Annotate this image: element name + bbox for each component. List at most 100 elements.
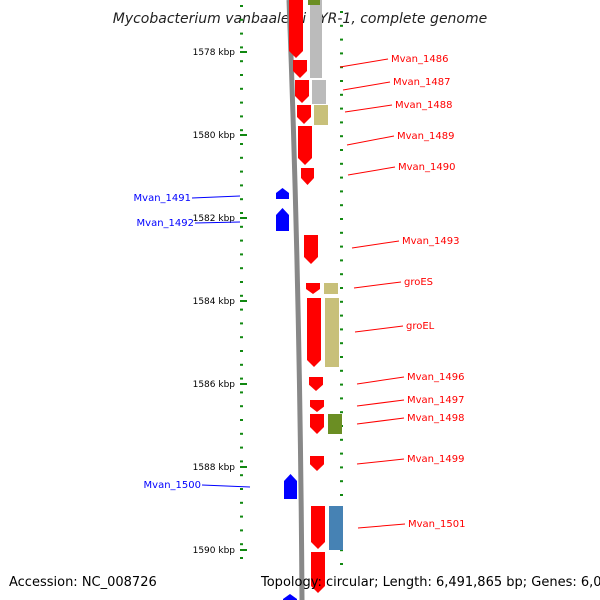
gene-Mvan_1498[interactable] xyxy=(310,414,324,434)
gene-label[interactable]: Mvan_1493 xyxy=(351,236,459,249)
gene-groES[interactable] xyxy=(306,283,320,294)
gene-arrow-forward[interactable] xyxy=(293,60,307,78)
gene-label[interactable]: groEL xyxy=(354,321,435,333)
gene-arrow-forward[interactable] xyxy=(309,377,323,391)
gene-Mvan_1488[interactable] xyxy=(295,80,309,103)
tick-mark xyxy=(340,342,343,345)
gene-Mvan_1491[interactable] xyxy=(276,188,289,199)
tick-mark xyxy=(340,204,343,207)
gene-label[interactable]: Mvan_1501 xyxy=(357,519,465,530)
gene-label[interactable]: Mvan_1489 xyxy=(346,131,454,146)
gene-arrow-forward[interactable] xyxy=(307,298,321,367)
gene-label-text[interactable]: Mvan_1499 xyxy=(407,454,464,465)
tick-mark xyxy=(240,129,243,132)
tick-mark xyxy=(240,60,243,63)
tick-mark xyxy=(340,563,343,565)
gene-arrow-forward[interactable] xyxy=(310,456,324,471)
tick-mark xyxy=(340,466,343,469)
gene-label[interactable]: Mvan_1498 xyxy=(356,413,464,425)
gene-Mvan_1496[interactable] xyxy=(309,377,323,391)
gene-label-text[interactable]: Mvan_1496 xyxy=(407,372,464,383)
gene-label[interactable]: Mvan_1491 xyxy=(134,193,241,204)
gene-arrow-forward[interactable] xyxy=(298,126,312,165)
gene-label[interactable]: Mvan_1488 xyxy=(344,100,452,113)
gene-label[interactable]: Mvan_1496 xyxy=(356,372,464,385)
tick-mark xyxy=(240,198,243,201)
gene-label-text[interactable]: groES xyxy=(404,277,433,288)
gene-label-text[interactable]: groEL xyxy=(406,321,435,332)
gene-label[interactable]: Mvan_1492 xyxy=(137,218,241,229)
label-leader-line xyxy=(356,417,405,425)
gene-arrow-forward[interactable] xyxy=(310,414,324,434)
kbp-label: 1582 kbp xyxy=(193,214,236,224)
label-leader-line xyxy=(344,104,393,113)
gene-Mvan_1489[interactable] xyxy=(297,105,311,124)
tick-mark xyxy=(240,336,243,339)
gene-label-text[interactable]: Mvan_1491 xyxy=(134,193,191,204)
label-leader-line xyxy=(357,523,406,529)
tick-mark xyxy=(340,259,343,262)
gene-label-text[interactable]: Mvan_1490 xyxy=(398,162,455,173)
gene-Mvan_1501[interactable] xyxy=(311,506,325,549)
tick-mark xyxy=(340,438,343,441)
gene-label-text[interactable]: Mvan_1500 xyxy=(144,480,201,491)
topology-text: Topology: circular; Length: 6,491,865 bp… xyxy=(260,575,600,590)
gene-groEL[interactable] xyxy=(307,298,321,367)
gene-label[interactable]: Mvan_1487 xyxy=(342,77,450,91)
gene-label-text[interactable]: Mvan_1498 xyxy=(407,413,464,424)
tick-mark xyxy=(240,87,243,90)
gene-arrow-forward[interactable] xyxy=(289,0,303,58)
gene-arrow-reverse[interactable] xyxy=(284,474,297,499)
tick-mark xyxy=(240,308,243,311)
tick-mark xyxy=(340,107,343,110)
gene-label-text[interactable]: Mvan_1497 xyxy=(407,395,464,406)
gene-Mvan_1499[interactable] xyxy=(310,456,324,471)
tick-mark xyxy=(340,162,343,165)
gene-arrow-reverse[interactable] xyxy=(276,208,289,231)
gene-label-text[interactable]: Mvan_1492 xyxy=(137,218,194,229)
gene-label[interactable]: Mvan_1497 xyxy=(356,395,464,407)
gene-label-text[interactable]: Mvan_1493 xyxy=(402,236,459,247)
tick-mark xyxy=(240,143,243,145)
tick-mark xyxy=(240,239,243,242)
gene-arrow-forward[interactable] xyxy=(301,168,314,185)
gene-label[interactable]: Mvan_1486 xyxy=(339,54,448,68)
gene-label-text[interactable]: Mvan_1488 xyxy=(395,100,452,111)
gene-label[interactable]: Mvan_1499 xyxy=(356,454,464,465)
gene-arrow-forward[interactable] xyxy=(306,283,320,294)
similarity-band xyxy=(325,298,339,367)
gene-label[interactable]: groES xyxy=(353,277,433,289)
gene-arrow-forward[interactable] xyxy=(311,552,325,593)
tick-mark xyxy=(240,253,243,256)
gene-Mvan_1486[interactable] xyxy=(289,0,303,58)
gene-Mvan_1487[interactable] xyxy=(293,60,307,78)
similarity-band xyxy=(328,414,342,434)
gene-label-text[interactable]: Mvan_1487 xyxy=(393,77,450,88)
gene-label[interactable]: Mvan_1500 xyxy=(144,480,251,491)
gene-label[interactable]: Mvan_1490 xyxy=(347,162,455,176)
gene-arrow-forward[interactable] xyxy=(295,80,309,103)
gene-Mvan_1493[interactable] xyxy=(304,235,318,264)
kbp-tick xyxy=(240,51,247,53)
tick-mark xyxy=(340,218,343,220)
ruler-label: 1590 kbp xyxy=(193,546,247,556)
gene-arrow-forward[interactable] xyxy=(297,105,311,124)
gene-label-text[interactable]: Mvan_1486 xyxy=(391,54,448,65)
gene-label-text[interactable]: Mvan_1501 xyxy=(408,519,465,530)
gene-Mvan_1497[interactable] xyxy=(310,400,324,412)
tick-mark xyxy=(340,273,343,276)
gene-arrow-reverse[interactable] xyxy=(276,188,289,199)
gene-Mvan_1500[interactable] xyxy=(284,474,297,499)
gene-arrow-reverse[interactable] xyxy=(283,594,297,600)
ruler-label: 1588 kbp xyxy=(193,463,247,473)
label-leader-line xyxy=(347,166,396,176)
gene-Mvan_1492[interactable] xyxy=(276,208,289,231)
gene-arrow-forward[interactable] xyxy=(311,506,325,549)
gene-Mvan_1490[interactable] xyxy=(298,126,312,165)
tick-mark xyxy=(240,322,243,325)
gene-label-text[interactable]: Mvan_1489 xyxy=(397,131,454,142)
kbp-tick xyxy=(240,300,247,302)
gene-arrow-forward[interactable] xyxy=(304,235,318,264)
gene-arrow-forward[interactable] xyxy=(310,400,324,412)
tick-mark xyxy=(240,432,243,435)
